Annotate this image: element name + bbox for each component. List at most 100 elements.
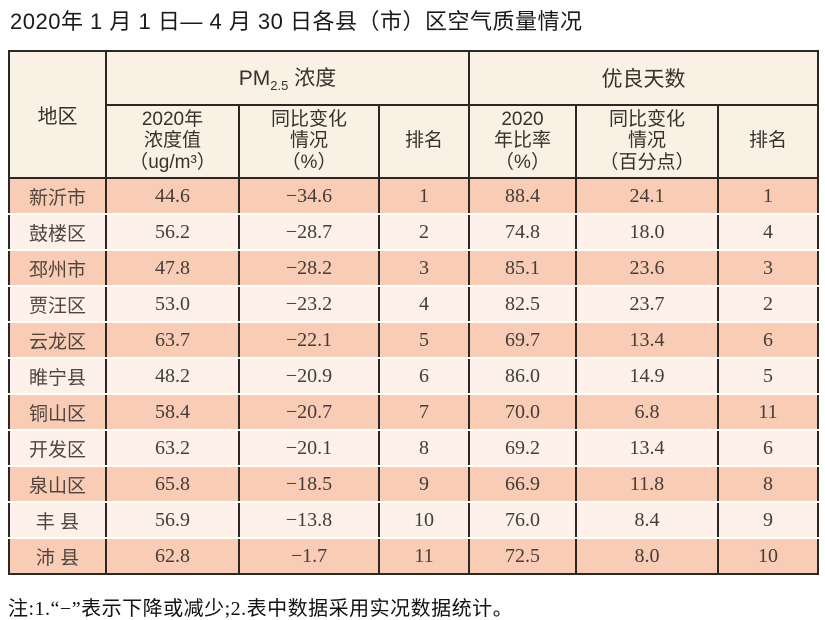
pm25-rank-cell: 4 <box>379 286 470 324</box>
table-body: 新沂市 44.6 −34.6 1 88.4 24.1 1 鼓楼区 56.2 −28.7 2 74.8 1… <box>9 178 819 575</box>
footnote: 注:1.“−”表示下降或减少;2.表中数据采用实况数据统计。 <box>8 598 514 620</box>
pm25-change-cell: −28.2 <box>239 250 380 288</box>
pm25-change-cell: −22.1 <box>239 322 380 360</box>
good-days-ratio-cell: 76.0 <box>469 502 577 540</box>
pm25-rank-cell: 2 <box>379 214 470 252</box>
good-days-ratio-cell: 69.2 <box>469 430 577 468</box>
good-days-rank-cell: 5 <box>718 358 819 396</box>
good-days-change-cell: 13.4 <box>576 430 719 468</box>
header-good-days-ratio: 2020 年比率 （%） <box>469 104 577 180</box>
good-days-rank-cell: 1 <box>718 178 819 216</box>
good-days-ratio-cell: 86.0 <box>469 358 577 396</box>
header-region: 地区 <box>9 50 107 180</box>
table-row: 邳州市 47.8 −28.2 3 85.1 23.6 3 <box>9 250 819 288</box>
pm25-value-cell: 53.0 <box>106 286 240 324</box>
good-days-ratio-cell: 66.9 <box>469 466 577 504</box>
table-row: 云龙区 63.7 −22.1 5 69.7 13.4 6 <box>9 322 819 360</box>
good-days-ratio-cell: 72.5 <box>469 538 577 575</box>
header-pm25-group: PM2.5 浓度 <box>106 50 470 106</box>
good-days-rank-cell: 3 <box>718 250 819 288</box>
pm25-value-cell: 62.8 <box>106 538 240 575</box>
pm25-value-cell: 48.2 <box>106 358 240 396</box>
good-days-ratio-cell: 88.4 <box>469 178 577 216</box>
pm25-rank-cell: 6 <box>379 358 470 396</box>
region-cell: 睢宁县 <box>9 358 107 396</box>
pm25-value-cell: 58.4 <box>106 394 240 432</box>
pm25-rank-cell: 5 <box>379 322 470 360</box>
region-cell: 邳州市 <box>9 250 107 288</box>
pm25-change-cell: −23.2 <box>239 286 380 324</box>
good-days-change-cell: 18.0 <box>576 214 719 252</box>
pm25-change-cell: −20.1 <box>239 430 380 468</box>
pm25-rank-cell: 10 <box>379 502 470 540</box>
pm25-rank-cell: 9 <box>379 466 470 504</box>
table-row: 沛 县 62.8 −1.7 11 72.5 8.0 10 <box>9 538 819 575</box>
good-days-rank-cell: 11 <box>718 394 819 432</box>
header-pm25-change: 同比变化 情况 （%） <box>239 104 380 180</box>
pm25-change-cell: −1.7 <box>239 538 380 575</box>
table-header: 地区 PM2.5 浓度 优良天数 2020年 浓度值 （ug/m³） 同比变化 … <box>9 50 819 180</box>
region-cell: 泉山区 <box>9 466 107 504</box>
good-days-rank-cell: 6 <box>718 430 819 468</box>
good-days-ratio-cell: 70.0 <box>469 394 577 432</box>
region-cell: 鼓楼区 <box>9 214 107 252</box>
pm25-value-cell: 56.2 <box>106 214 240 252</box>
good-days-change-cell: 14.9 <box>576 358 719 396</box>
region-cell: 沛 县 <box>9 538 107 575</box>
pm25-change-cell: −20.9 <box>239 358 380 396</box>
pm25-value-cell: 44.6 <box>106 178 240 216</box>
region-cell: 云龙区 <box>9 322 107 360</box>
good-days-ratio-cell: 82.5 <box>469 286 577 324</box>
good-days-change-cell: 23.7 <box>576 286 719 324</box>
region-cell: 贾汪区 <box>9 286 107 324</box>
good-days-rank-cell: 10 <box>718 538 819 575</box>
good-days-change-cell: 13.4 <box>576 322 719 360</box>
pm25-value-cell: 47.8 <box>106 250 240 288</box>
pm25-label-suffix: 浓度 <box>288 67 337 90</box>
pm25-label-prefix: PM <box>238 67 271 90</box>
good-days-change-cell: 11.8 <box>576 466 719 504</box>
region-cell: 新沂市 <box>9 178 107 216</box>
table-row: 开发区 63.2 −20.1 8 69.2 13.4 6 <box>9 430 819 468</box>
good-days-rank-cell: 6 <box>718 322 819 360</box>
pm25-rank-cell: 11 <box>379 538 470 575</box>
pm25-label-subscript: 2.5 <box>270 78 289 94</box>
table-row: 铜山区 58.4 −20.7 7 70.0 6.8 11 <box>9 394 819 432</box>
table-row: 泉山区 65.8 −18.5 9 66.9 11.8 8 <box>9 466 819 504</box>
good-days-ratio-cell: 85.1 <box>469 250 577 288</box>
pm25-value-cell: 63.2 <box>106 430 240 468</box>
table-row: 丰 县 56.9 −13.8 10 76.0 8.4 9 <box>9 502 819 540</box>
good-days-change-cell: 8.0 <box>576 538 719 575</box>
pm25-value-cell: 56.9 <box>106 502 240 540</box>
table-row: 鼓楼区 56.2 −28.7 2 74.8 18.0 4 <box>9 214 819 252</box>
header-group-row: 地区 PM2.5 浓度 优良天数 <box>9 50 819 180</box>
good-days-ratio-cell: 69.7 <box>469 322 577 360</box>
good-days-rank-cell: 4 <box>718 214 819 252</box>
header-good-days-change: 同比变化 情况 （百分点） <box>576 104 719 180</box>
pm25-change-cell: −28.7 <box>239 214 380 252</box>
table-row: 睢宁县 48.2 −20.9 6 86.0 14.9 5 <box>9 358 819 396</box>
page-title: 2020年 1 月 1 日— 4 月 30 日各县（市）区空气质量情况 <box>10 9 583 34</box>
good-days-rank-cell: 2 <box>718 286 819 324</box>
good-days-change-cell: 6.8 <box>576 394 719 432</box>
table-row: 新沂市 44.6 −34.6 1 88.4 24.1 1 <box>9 178 819 216</box>
good-days-ratio-cell: 74.8 <box>469 214 577 252</box>
header-good-days-group: 优良天数 <box>469 50 819 106</box>
good-days-rank-cell: 9 <box>718 502 819 540</box>
pm25-value-cell: 65.8 <box>106 466 240 504</box>
header-pm25-value: 2020年 浓度值 （ug/m³） <box>106 104 240 180</box>
good-days-rank-cell: 8 <box>718 466 819 504</box>
good-days-change-cell: 24.1 <box>576 178 719 216</box>
pm25-rank-cell: 1 <box>379 178 470 216</box>
region-cell: 开发区 <box>9 430 107 468</box>
header-pm25-rank: 排名 <box>379 104 470 180</box>
table-row: 贾汪区 53.0 −23.2 4 82.5 23.7 2 <box>9 286 819 324</box>
air-quality-table: 地区 PM2.5 浓度 优良天数 2020年 浓度值 （ug/m³） 同比变化 … <box>8 49 820 576</box>
good-days-change-cell: 8.4 <box>576 502 719 540</box>
pm25-change-cell: −18.5 <box>239 466 380 504</box>
header-good-days-rank: 排名 <box>718 104 819 180</box>
region-cell: 铜山区 <box>9 394 107 432</box>
pm25-rank-cell: 3 <box>379 250 470 288</box>
pm25-rank-cell: 8 <box>379 430 470 468</box>
